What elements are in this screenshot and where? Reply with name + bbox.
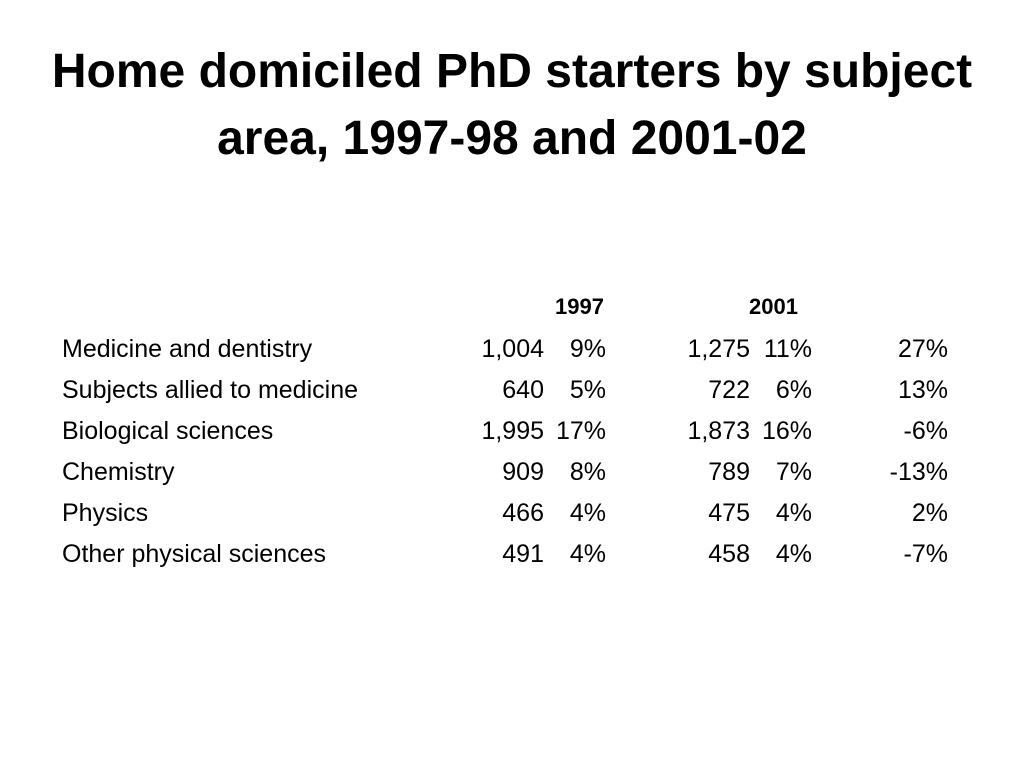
- subject-cell: Medicine and dentistry: [62, 335, 313, 363]
- percent-2001-cell: 6%: [775, 376, 812, 404]
- subject-cell: Chemistry: [62, 458, 175, 486]
- count-1997-cell: 909: [502, 458, 544, 486]
- percent-1997-cell: 8%: [569, 458, 606, 486]
- count-1997-cell: 491: [502, 540, 544, 568]
- count-2001-cell: 458: [708, 540, 750, 568]
- count-2001-cell: 1,275: [687, 335, 750, 363]
- change-cell: 27%: [897, 335, 948, 363]
- count-1997-cell: 1,995: [481, 417, 544, 445]
- change-cell: -13%: [889, 458, 948, 486]
- subject-cell: Subjects allied to medicine: [62, 376, 358, 404]
- subject-cell: Physics: [62, 499, 149, 527]
- count-2001-cell: 475: [708, 499, 750, 527]
- count-1997-cell: 640: [502, 376, 544, 404]
- subject-cell: Biological sciences: [62, 417, 274, 445]
- percent-2001-cell: 11%: [763, 335, 812, 363]
- change-cell: -7%: [903, 540, 948, 568]
- slide-title: Home domiciled PhD starters by subject a…: [51, 45, 973, 165]
- percent-1997-cell: 5%: [569, 376, 606, 404]
- change-cell: 13%: [897, 376, 948, 404]
- percent-1997-cell: 4%: [569, 540, 606, 568]
- count-1997-cell: 1,004: [481, 335, 544, 363]
- percent-2001-cell: 16%: [761, 417, 812, 445]
- count-2001-cell: 1,873: [687, 417, 750, 445]
- count-1997-cell: 466: [502, 499, 544, 527]
- count-2001-cell: 789: [708, 458, 750, 486]
- change-cell: -6%: [903, 417, 948, 445]
- percent-1997-cell: 4%: [569, 499, 606, 527]
- percent-1997-cell: 17%: [555, 417, 606, 445]
- percent-1997-cell: 9%: [569, 335, 606, 363]
- subject-cell: Other physical sciences: [62, 540, 327, 568]
- percent-2001-cell: 4%: [775, 499, 812, 527]
- percent-2001-cell: 4%: [775, 540, 812, 568]
- column-header-2001: 2001: [749, 294, 798, 319]
- percent-2001-cell: 7%: [775, 458, 812, 486]
- count-2001-cell: 722: [708, 376, 750, 404]
- column-header-1997: 1997: [555, 294, 604, 319]
- change-cell: 2%: [911, 499, 948, 527]
